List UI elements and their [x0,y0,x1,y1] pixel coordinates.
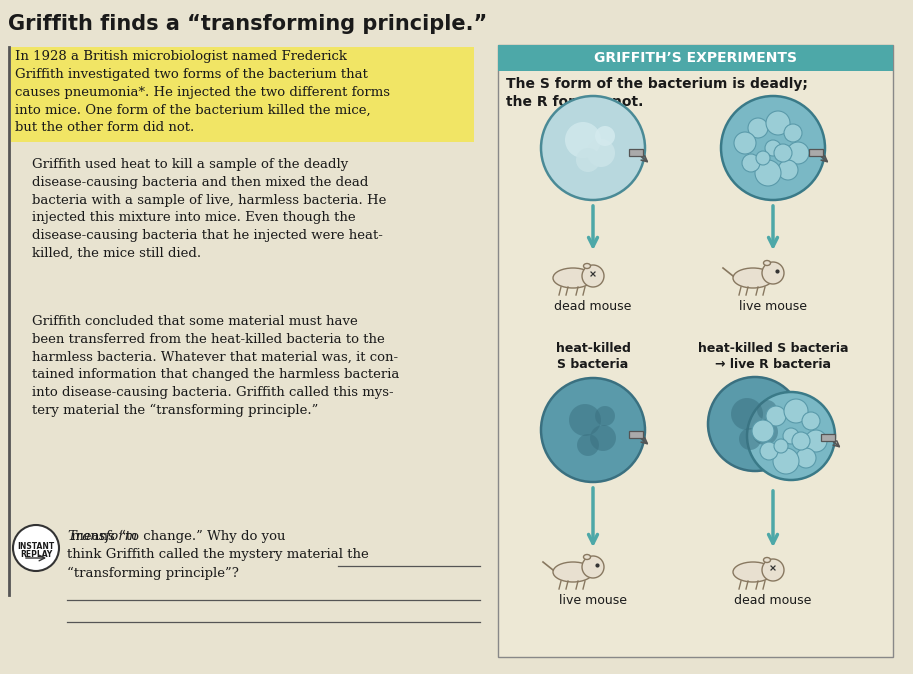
Circle shape [755,160,781,186]
Text: In 1928 a British microbiologist named Frederick
Griffith investigated two forms: In 1928 a British microbiologist named F… [15,50,390,134]
Circle shape [595,406,615,426]
FancyBboxPatch shape [821,434,835,441]
Ellipse shape [583,555,591,559]
Ellipse shape [763,260,771,266]
Circle shape [752,420,774,442]
Text: live
S bacteria: live S bacteria [561,115,624,144]
Ellipse shape [733,268,773,288]
Circle shape [774,439,788,453]
Circle shape [802,412,820,430]
Circle shape [734,132,756,154]
Circle shape [721,96,825,200]
Circle shape [756,151,770,165]
Circle shape [565,122,601,158]
Ellipse shape [553,562,593,582]
Circle shape [766,111,790,135]
Circle shape [774,144,792,162]
FancyBboxPatch shape [629,431,643,438]
Circle shape [576,148,600,172]
Circle shape [582,556,604,578]
Circle shape [778,160,798,180]
Text: The S form of the bacterium is deadly;
the R form is not.: The S form of the bacterium is deadly; t… [506,77,808,109]
Text: Transform: Transform [67,530,137,543]
Text: heat-killed
S bacteria: heat-killed S bacteria [556,342,631,371]
Circle shape [792,432,810,450]
Circle shape [796,448,816,468]
Ellipse shape [733,562,773,582]
Circle shape [748,118,768,138]
FancyBboxPatch shape [809,149,823,156]
Circle shape [773,448,799,474]
Circle shape [590,425,616,451]
Circle shape [783,428,799,444]
Text: means “to change.” Why do you
think Griffith called the mystery material the
“tr: means “to change.” Why do you think Grif… [67,530,369,580]
Circle shape [569,404,601,436]
Text: Griffith used heat to kill a sample of the deadly
disease-causing bacteria and t: Griffith used heat to kill a sample of t… [32,158,386,260]
Circle shape [784,124,802,142]
FancyBboxPatch shape [11,47,474,142]
Ellipse shape [583,264,591,268]
Circle shape [708,377,802,471]
Circle shape [752,419,778,445]
Circle shape [765,140,781,156]
Circle shape [582,265,604,287]
Text: INSTANT: INSTANT [17,542,55,551]
Text: GRIFFITH’S EXPERIMENTS: GRIFFITH’S EXPERIMENTS [594,51,797,65]
FancyBboxPatch shape [498,45,893,71]
Ellipse shape [553,268,593,288]
Circle shape [731,398,763,430]
Circle shape [595,126,615,146]
FancyBboxPatch shape [629,149,643,156]
Circle shape [762,262,784,284]
Circle shape [747,392,835,480]
Circle shape [805,430,827,452]
Circle shape [541,96,645,200]
Circle shape [739,428,761,450]
Circle shape [742,154,760,172]
Circle shape [587,139,615,167]
Circle shape [13,525,59,571]
Circle shape [577,434,599,456]
Circle shape [787,142,809,164]
Circle shape [762,559,784,581]
Circle shape [757,400,777,420]
Text: dead mouse: dead mouse [554,300,632,313]
Text: dead mouse: dead mouse [734,594,812,607]
Text: live mouse: live mouse [559,594,627,607]
FancyBboxPatch shape [498,45,893,657]
Text: Griffith concluded that some material must have
been transferred from the heat-k: Griffith concluded that some material mu… [32,315,399,417]
Circle shape [760,442,778,460]
Circle shape [766,406,786,426]
Circle shape [541,378,645,482]
Ellipse shape [763,557,771,563]
Text: live mouse: live mouse [739,300,807,313]
Text: heat-killed S bacteria
→ live R bacteria: heat-killed S bacteria → live R bacteria [698,342,848,371]
Text: Griffith finds a “transforming principle.”: Griffith finds a “transforming principle… [8,14,488,34]
Text: REPLAY: REPLAY [20,550,52,559]
Text: live
R bacteria: live R bacteria [740,115,805,144]
Circle shape [784,399,808,423]
